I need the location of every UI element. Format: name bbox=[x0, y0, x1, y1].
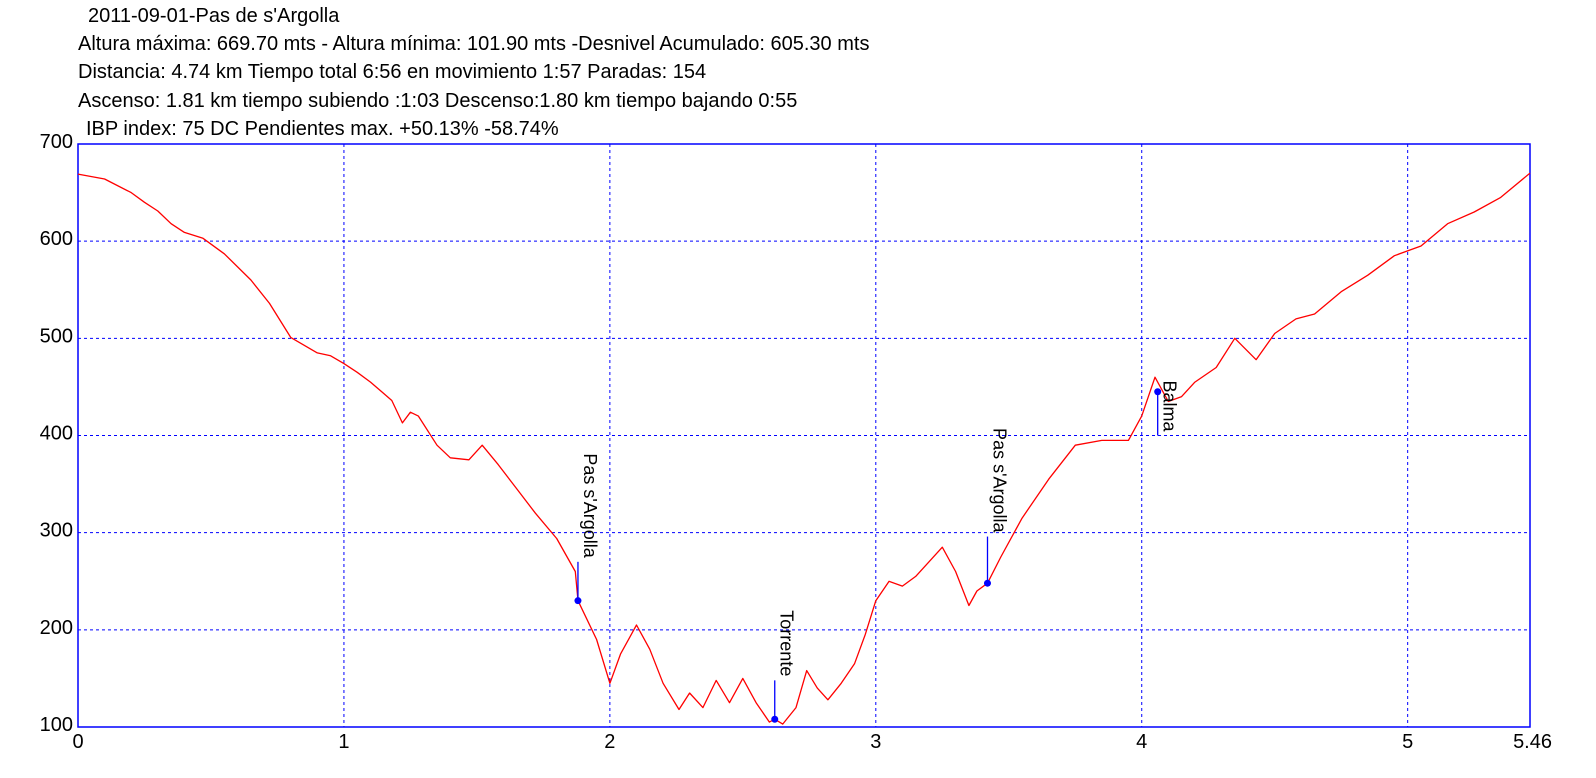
x-tick-label-4: 4 bbox=[1136, 731, 1147, 753]
y-tick-label-2: 300 bbox=[40, 520, 73, 542]
waypoint-marker-3 bbox=[1154, 388, 1162, 396]
altitude-summary: Altura máxima: 669.70 mts - Altura mínim… bbox=[78, 33, 870, 55]
x-tick-label-2: 2 bbox=[604, 731, 615, 753]
x-tick-label-6: 5.46 bbox=[1513, 731, 1552, 753]
ibp-slope-summary: IBP index: 75 DC Pendientes max. +50.13%… bbox=[86, 118, 559, 140]
y-tick-label-5: 600 bbox=[40, 228, 73, 250]
waypoint-marker-0 bbox=[574, 597, 582, 605]
y-tick-label-4: 500 bbox=[40, 325, 73, 347]
waypoint-label-0: Pas s'Argolla bbox=[580, 453, 600, 558]
waypoint-label-2: Pas s'Argolla bbox=[989, 428, 1009, 533]
y-tick-label-6: 700 bbox=[40, 131, 73, 153]
waypoint-marker-1 bbox=[771, 715, 779, 723]
y-tick-label-1: 200 bbox=[40, 617, 73, 639]
elevation-series-line-0 bbox=[77, 172, 1531, 725]
distance-time-summary: Distancia: 4.74 km Tiempo total 6:56 en … bbox=[78, 61, 707, 83]
chart-title: 2011-09-01-Pas de s'Argolla bbox=[88, 5, 340, 27]
ascent-descent-summary: Ascenso: 1.81 km tiempo subiendo :1:03 D… bbox=[78, 90, 798, 112]
waypoint-marker-2 bbox=[983, 579, 991, 587]
x-tick-label-5: 5 bbox=[1402, 731, 1413, 753]
plot-frame bbox=[77, 143, 1531, 728]
x-tick-label-1: 1 bbox=[338, 731, 349, 753]
y-tick-label-0: 100 bbox=[40, 714, 73, 736]
x-tick-label-3: 3 bbox=[870, 731, 881, 753]
y-tick-label-3: 400 bbox=[40, 423, 73, 445]
x-tick-label-0: 0 bbox=[72, 731, 83, 753]
waypoint-label-1: Torrente bbox=[777, 610, 797, 676]
waypoint-label-3: Balma bbox=[1160, 380, 1180, 432]
